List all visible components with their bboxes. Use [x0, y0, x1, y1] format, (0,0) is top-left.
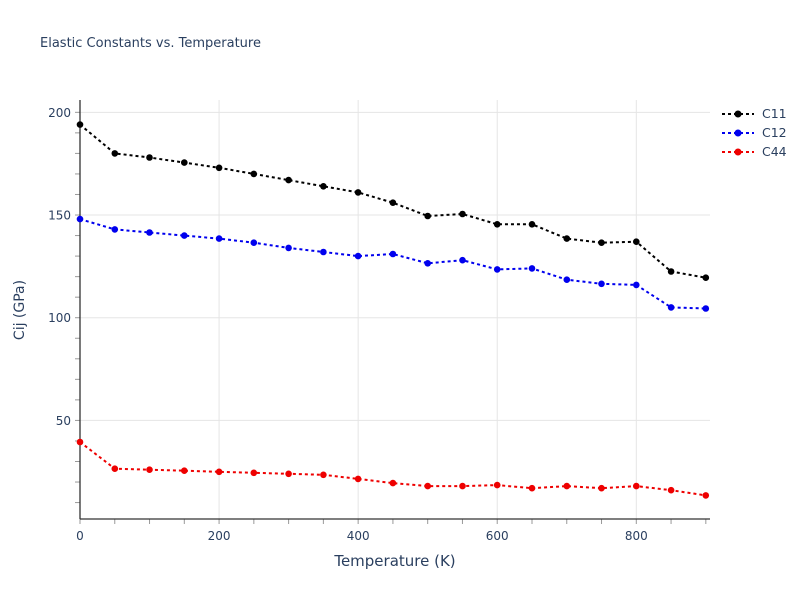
series-c44-point: [181, 467, 188, 475]
legend-item-c11[interactable]: C11: [721, 104, 787, 123]
series-c44-point: [146, 466, 153, 474]
series-c44-point: [389, 479, 397, 487]
series-c44-point: [111, 465, 119, 473]
series-c44-point: [76, 438, 84, 446]
series-c44-point: [320, 471, 327, 479]
series-c44-point: [250, 469, 258, 477]
series-c12-point: [320, 248, 327, 256]
series-c11-point: [181, 159, 188, 166]
plot-area[interactable]: [80, 100, 710, 519]
series-c11-point: [215, 164, 223, 172]
legend-label-c12: C12: [762, 125, 787, 140]
legend-item-c44[interactable]: C44: [721, 142, 787, 161]
series-c11-point: [702, 274, 710, 282]
x-tick-label: 400: [347, 529, 370, 543]
chart-title: Elastic Constants vs. Temperature: [40, 36, 261, 51]
series-c44-point: [563, 482, 571, 490]
legend: C11 C12 C44: [721, 104, 787, 161]
x-tick-label: 0: [76, 529, 84, 543]
series-c44-point: [528, 484, 536, 492]
x-tick-label: 200: [208, 529, 231, 543]
series-c11-point: [563, 235, 571, 242]
series-c11-point: [598, 239, 605, 246]
series-c11-point: [111, 150, 119, 157]
x-axis-label: Temperature (K): [334, 552, 456, 570]
series-c12-point: [354, 252, 362, 260]
series-c11-point: [320, 183, 327, 190]
y-axis-label: Cij (GPa): [12, 279, 28, 341]
series-c12-point: [598, 280, 605, 288]
series-c11-point: [250, 170, 258, 178]
series-c12-point: [633, 281, 640, 289]
legend-marker-c11: [722, 110, 754, 117]
series-c44-point: [667, 486, 675, 494]
series-c44-point: [354, 475, 362, 483]
series-c12-point: [528, 265, 536, 272]
y-tick-label: 150: [48, 209, 71, 223]
y-tick-label: 100: [48, 311, 71, 325]
series-c44-point: [215, 468, 223, 476]
series-c12-point: [181, 232, 188, 239]
series-c11-point: [285, 176, 292, 184]
series-c12-point: [215, 235, 223, 242]
series-c12-point: [667, 304, 675, 311]
series-c12-point: [563, 276, 571, 284]
series-c11-point: [146, 154, 153, 161]
series-c11-point: [493, 221, 501, 228]
legend-label-c44: C44: [762, 144, 787, 159]
series-c11-point: [354, 189, 362, 196]
series-c11-point: [76, 121, 84, 128]
series-c12-point: [493, 266, 501, 273]
series-c12-point: [459, 256, 466, 264]
series-c44-point: [285, 470, 292, 478]
series-c12-point: [111, 226, 119, 233]
series-c44-point: [702, 492, 710, 499]
x-tick-label: 600: [486, 529, 509, 543]
series-c44-point: [424, 482, 432, 490]
y-tick-label: 50: [56, 414, 71, 428]
series-c11-point: [667, 268, 675, 275]
series-c44-point: [633, 482, 640, 490]
legend-item-c12[interactable]: C12: [721, 123, 787, 142]
legend-label-c11: C11: [762, 106, 787, 121]
y-tick-label: 200: [48, 106, 71, 120]
series-c11-point: [424, 212, 432, 220]
legend-marker-c12: [722, 129, 754, 136]
series-c12-point: [389, 250, 397, 258]
series-c12-point: [146, 229, 153, 236]
series-c12-point: [76, 215, 84, 223]
series-c44-point: [459, 482, 466, 490]
legend-marker-c44: [722, 148, 754, 155]
series-c12-point: [250, 239, 258, 246]
series-c12-point: [285, 244, 292, 252]
series-c11-point: [389, 199, 397, 206]
series-c11-point: [528, 221, 536, 228]
x-tick-label: 800: [625, 529, 648, 543]
series-c12-point: [702, 305, 710, 312]
series-c44-point: [598, 484, 605, 492]
series-c11-point: [633, 238, 640, 245]
series-c11-point: [459, 210, 466, 218]
series-c12-point: [424, 260, 432, 267]
series-c44-point: [493, 481, 501, 489]
